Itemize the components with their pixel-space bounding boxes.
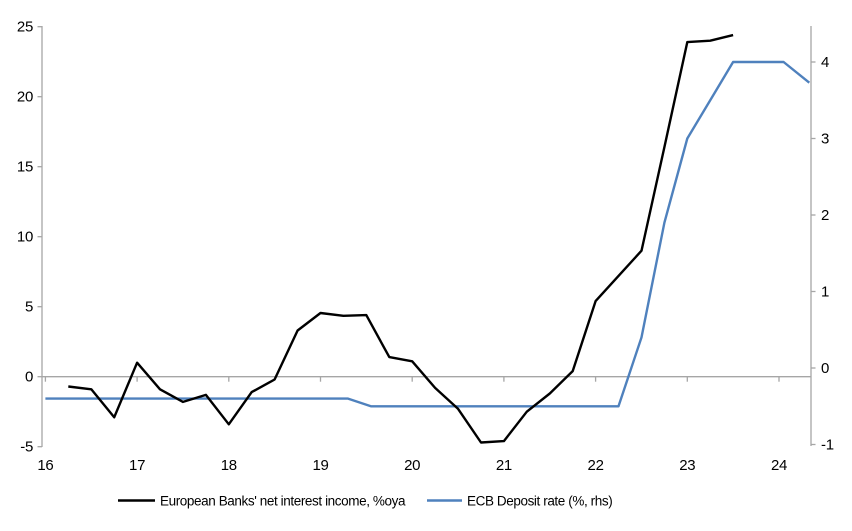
right-axis-tick-label: -1 [821, 437, 834, 454]
nii-series-line [68, 33, 734, 444]
x-axis-tick-label: 24 [771, 457, 787, 474]
right-axis-tick-label: 3 [821, 131, 829, 148]
x-axis-tick-label: 22 [588, 457, 604, 474]
left-axis-tick-label: 25 [17, 19, 33, 36]
axis-ticks [37, 26, 816, 448]
x-axis-tick-label: 18 [221, 457, 237, 474]
x-axis-tick-label: 17 [129, 457, 145, 474]
left-axis-tick-label: 5 [25, 299, 33, 316]
x-axis-tick-label: 21 [496, 457, 512, 474]
legend: European Banks' net interest income, %oy… [118, 494, 613, 509]
left-axis-tick-label: -5 [20, 439, 33, 456]
legend-label-ecb: ECB Deposit rate (%, rhs) [467, 494, 612, 509]
x-axis-tick-label: 23 [679, 457, 695, 474]
left-axis-tick-label: 0 [25, 369, 33, 386]
left-axis-tick-label: 15 [17, 159, 33, 176]
right-axis-tick-label: 0 [821, 360, 829, 377]
right-axis-tick-label: 4 [821, 54, 829, 71]
x-axis-tick-label: 20 [404, 457, 420, 474]
left-axis-tick-label: 20 [17, 89, 33, 106]
ecb-deposit-rate-line [45, 60, 811, 408]
x-axis-tick-label: 19 [312, 457, 328, 474]
right-axis-tick-label: 2 [821, 207, 829, 224]
legend-label-nii: European Banks' net interest income, %oy… [160, 494, 406, 509]
series-lines [45, 33, 811, 444]
left-axis-tick-label: 10 [17, 229, 33, 246]
x-axis-tick-label: 16 [37, 457, 53, 474]
right-axis-tick-label: 1 [821, 284, 829, 301]
